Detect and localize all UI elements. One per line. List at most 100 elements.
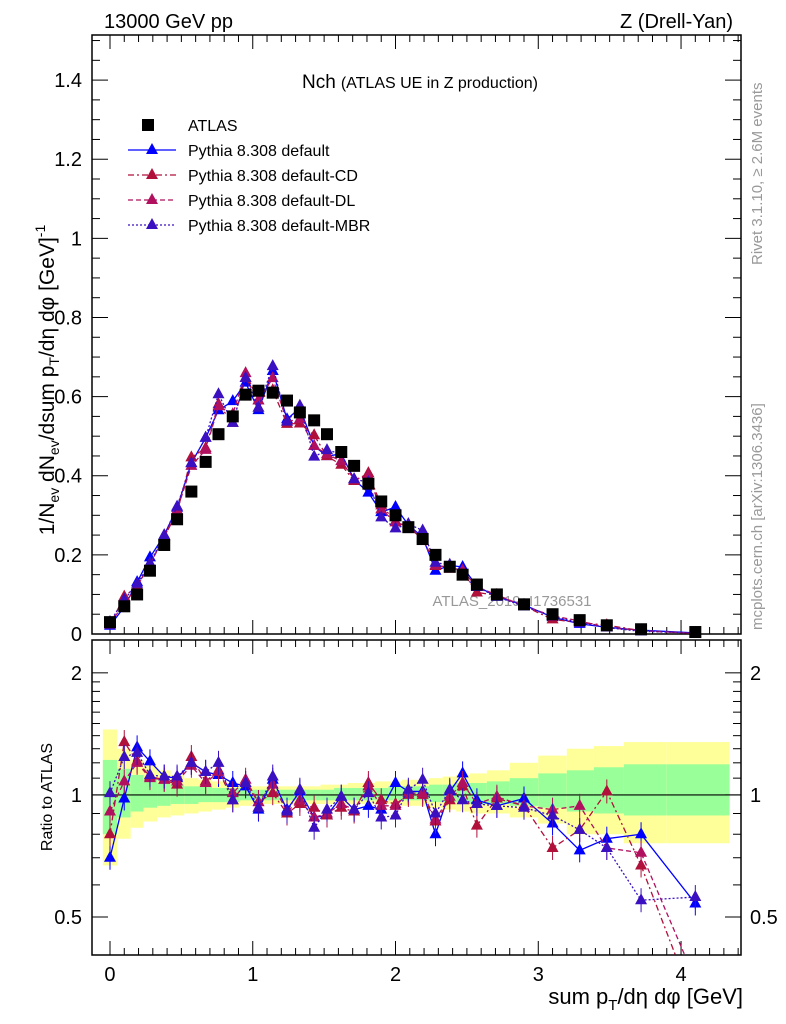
plot-title: Nch (ATLAS UE in Z production) [302, 72, 538, 93]
ratio-tick-label: 0.5 [54, 907, 82, 929]
data-point [199, 455, 212, 468]
series-point [375, 510, 388, 522]
ratio-point [239, 776, 252, 788]
main-frame [91, 34, 742, 635]
legend-marker [146, 143, 158, 154]
x-tick-label: 4 [675, 964, 686, 986]
data-point [266, 386, 279, 399]
rivet-version-label: Rivet 3.1.10, ≥ 2.6M events [749, 83, 766, 266]
ratio-point [143, 767, 156, 779]
data-point [226, 410, 239, 423]
title-sub: (ATLAS UE in Z production) [341, 75, 538, 92]
ratio-point [518, 800, 531, 812]
y-axis-label: 1/Nev dNev/dsum pT/dη dφ [GeV]-1 [32, 225, 62, 536]
series-point [212, 387, 225, 399]
ratio-point [266, 769, 279, 781]
legend-marker [146, 168, 158, 179]
ratio-point [362, 786, 375, 798]
ratio-panel [91, 639, 742, 956]
x-tick-label: 2 [390, 964, 401, 986]
legend-label: Pythia 8.308 default-DL [188, 193, 355, 210]
ratio-tick-label: 1 [71, 785, 82, 807]
ratio-point [600, 840, 613, 852]
series-point [281, 414, 294, 426]
series-point [252, 393, 265, 405]
data-point [212, 428, 225, 441]
data-point [490, 588, 503, 601]
uncertainty-band-inner [143, 779, 158, 808]
data-point [281, 394, 294, 407]
process-energy-label: 13000 GeV pp [104, 11, 233, 33]
ratio-point [131, 745, 144, 757]
ratio-point [470, 818, 483, 830]
data-point [293, 406, 306, 419]
ratio-point [375, 798, 388, 810]
data-point [362, 477, 375, 490]
data-point [600, 619, 613, 632]
ratio-point [573, 822, 586, 834]
ratio-point [293, 782, 306, 794]
y-tick-label: 1.2 [54, 149, 82, 171]
ratio-point [348, 802, 361, 814]
y-tick-label: 1.4 [54, 70, 82, 92]
series-point [226, 394, 239, 406]
ratio-point [226, 793, 239, 805]
series-line [109, 371, 696, 634]
series-point [389, 499, 402, 511]
data-point [389, 509, 402, 522]
series-point [143, 556, 156, 568]
data-point [158, 538, 171, 551]
y-tick-label: 0.4 [54, 466, 82, 488]
ratio-point [389, 776, 402, 788]
data-point [118, 600, 131, 613]
ratio-point [375, 810, 388, 822]
series-point [185, 456, 198, 468]
uncertainty-band-inner [130, 774, 144, 812]
ratio-point [335, 789, 348, 801]
data-point [456, 568, 469, 581]
legend-label: Pythia 8.308 default [188, 143, 330, 160]
ratio-point [171, 769, 184, 781]
series-point [131, 576, 144, 588]
x-tick-label: 1 [247, 964, 258, 986]
ratio-point [443, 782, 456, 794]
series-point [389, 521, 402, 533]
series-point [266, 359, 279, 371]
ratio-tick-label-right: 1 [750, 785, 761, 807]
ratio-point [103, 804, 116, 816]
ratio-point [635, 845, 648, 857]
data-point [416, 533, 429, 546]
ratio-point [429, 806, 442, 818]
series-point [375, 502, 388, 514]
ratio-point [103, 827, 116, 839]
legend-label: Pythia 8.308 default-CD [188, 168, 358, 185]
x-tick-label: 3 [533, 964, 544, 986]
data-point [185, 485, 198, 498]
series-ratio [103, 740, 702, 913]
ratio-point [490, 798, 503, 810]
title-main: Nch [302, 72, 336, 93]
atlas-data [103, 384, 702, 639]
ratio-y-axis-label: Ratio to ATLAS [39, 743, 56, 851]
data-point [131, 588, 144, 601]
data-point [518, 598, 531, 611]
ratio-point [199, 764, 212, 776]
series-point [429, 555, 442, 567]
process-name-label: Z (Drell-Yan) [620, 11, 733, 33]
uncertainty-band-inner [347, 788, 362, 801]
series-point [308, 449, 321, 461]
series-point [348, 472, 361, 484]
uncertainty-band-inner [623, 764, 667, 816]
series-point [335, 454, 348, 466]
series-line [109, 363, 696, 634]
ratio-frame [91, 639, 742, 956]
data-point [348, 459, 361, 472]
legend: ATLAS Pythia 8.308 default Pythia 8.308 de… [128, 118, 370, 235]
ratio-point [118, 774, 131, 786]
series-point [308, 438, 321, 450]
series-point [252, 400, 265, 412]
data-point [252, 384, 265, 397]
ratio-point [635, 827, 648, 839]
ratio-point [118, 791, 131, 803]
